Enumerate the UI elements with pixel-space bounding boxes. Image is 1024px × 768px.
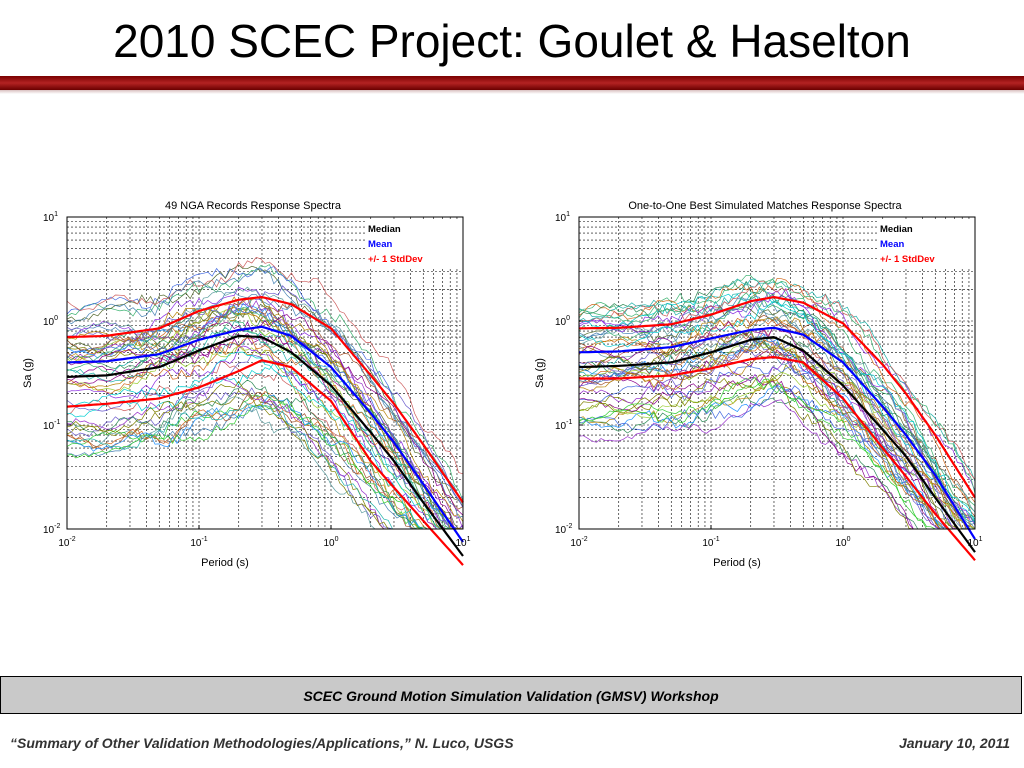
record-trace: [578, 287, 976, 491]
series-line-1-stddev: [66, 295, 464, 504]
legend-entry: Median: [880, 224, 913, 235]
record-trace: [66, 256, 464, 475]
legend-box: [365, 220, 461, 268]
x-tick-label: 10-2: [570, 536, 587, 549]
x-tick-label: 100: [323, 536, 338, 549]
series-line-median: [578, 335, 976, 553]
axes-frame: [578, 216, 976, 530]
record-trace: [578, 297, 976, 513]
record-trace: [578, 394, 975, 530]
record-trace: [578, 274, 976, 506]
legend-entry: Mean: [368, 239, 392, 250]
series-line-stddev-lower: [66, 359, 464, 566]
legend-entry: Median: [368, 224, 401, 235]
record-trace: [66, 337, 463, 530]
legend-entry: Mean: [880, 239, 904, 250]
record-trace: [578, 399, 975, 530]
title-divider-shadow: [0, 90, 1024, 94]
y-tick-label: 101: [555, 211, 570, 224]
record-trace: [578, 374, 975, 530]
y-tick-label: 100: [43, 315, 58, 328]
record-trace: [66, 286, 464, 505]
legend: Median Mean +/- 1 StdDev: [877, 220, 973, 268]
x-axis-label: Period (s): [713, 557, 761, 569]
record-trace: [66, 360, 463, 530]
chart-title: One-to-One Best Simulated Matches Respon…: [628, 200, 902, 212]
record-trace: [66, 297, 464, 510]
workshop-banner: SCEC Ground Motion Simulation Validation…: [0, 676, 1022, 714]
legend-entry: +/- 1 StdDev: [368, 254, 423, 265]
chart-title: 49 NGA Records Response Spectra: [165, 200, 342, 212]
footer-presentation-title: “Summary of Other Validation Methodologi…: [10, 735, 514, 751]
record-trace: [66, 314, 464, 516]
axes-frame: [66, 216, 464, 530]
record-trace: [66, 345, 463, 530]
series-line-stddev-lower: [579, 355, 976, 562]
record-trace: [578, 357, 975, 530]
record-trace: [578, 278, 976, 503]
response-spectra-chart-simulated: 10-2 10-1 100 101 10-2 10-1 100 101 One-to-One B…: [534, 200, 983, 569]
slide-title: 2010 SCEC Project: Goulet & Haselton: [113, 15, 911, 67]
record-trace: [578, 281, 976, 482]
record-trace: [66, 292, 464, 502]
workshop-banner-text: SCEC Ground Motion Simulation Validation…: [303, 688, 719, 704]
record-trace: [578, 342, 975, 530]
record-trace: [66, 296, 464, 530]
legend: Median Mean +/- 1 StdDev: [365, 220, 461, 268]
record-trace: [66, 267, 464, 518]
y-tick-label: 100: [555, 315, 570, 328]
grid: [579, 217, 975, 529]
record-trace: [578, 317, 976, 530]
x-tick-label: 10-2: [58, 536, 75, 549]
record-trace: [578, 280, 976, 480]
record-trace: [66, 285, 464, 508]
y-tick-label: 101: [43, 211, 58, 224]
y-axis-label: Sa (g): [534, 358, 546, 388]
x-tick-label: 101: [967, 536, 982, 549]
record-trace: [66, 264, 464, 507]
record-trace: [66, 307, 463, 530]
legend-box: [877, 220, 973, 268]
record-trace: [578, 385, 975, 530]
record-trace: [66, 307, 463, 530]
record-trace: [66, 321, 463, 530]
y-axis-label: Sa (g): [22, 358, 34, 388]
y-tick-label: 10-1: [555, 419, 572, 432]
record-trace: [66, 391, 463, 530]
x-tick-label: 10-1: [190, 536, 207, 549]
record-trace: [67, 331, 463, 530]
x-axis-label: Period (s): [201, 557, 249, 569]
response-spectra-chart-nga: 10-2 10-1 100 101 10-2 10-1 100 101 49 NGA Recor…: [22, 200, 471, 569]
legend-entry: +/- 1 StdDev: [880, 254, 935, 265]
record-trace: [578, 376, 975, 530]
record-trace: [578, 296, 976, 529]
x-tick-label: 10-1: [702, 536, 719, 549]
title-divider-bar: [0, 76, 1024, 90]
record-trace: [66, 379, 463, 530]
record-traces: [66, 256, 464, 530]
x-tick-label: 100: [835, 536, 850, 549]
record-trace: [578, 339, 975, 530]
footer-date: January 10, 2011: [898, 735, 1010, 751]
y-tick-label: 10-2: [43, 523, 60, 536]
x-tick-label: 101: [455, 536, 470, 549]
series-line-mean: [66, 325, 464, 543]
y-tick-label: 10-1: [43, 419, 60, 432]
record-trace: [578, 381, 975, 530]
record-trace: [66, 351, 463, 530]
record-trace: [66, 392, 463, 530]
series-line-1-stddev: [579, 295, 976, 499]
record-trace: [578, 296, 976, 530]
record-trace: [66, 319, 463, 530]
series-line-mean: [578, 326, 976, 540]
record-trace: [578, 278, 976, 523]
record-trace: [66, 354, 463, 530]
series-line-median: [66, 334, 464, 557]
record-trace: [578, 332, 975, 530]
record-trace: [66, 400, 463, 530]
record-trace: [66, 319, 463, 530]
record-trace: [66, 362, 463, 530]
record-trace: [578, 371, 975, 530]
y-tick-label: 10-2: [555, 523, 572, 536]
